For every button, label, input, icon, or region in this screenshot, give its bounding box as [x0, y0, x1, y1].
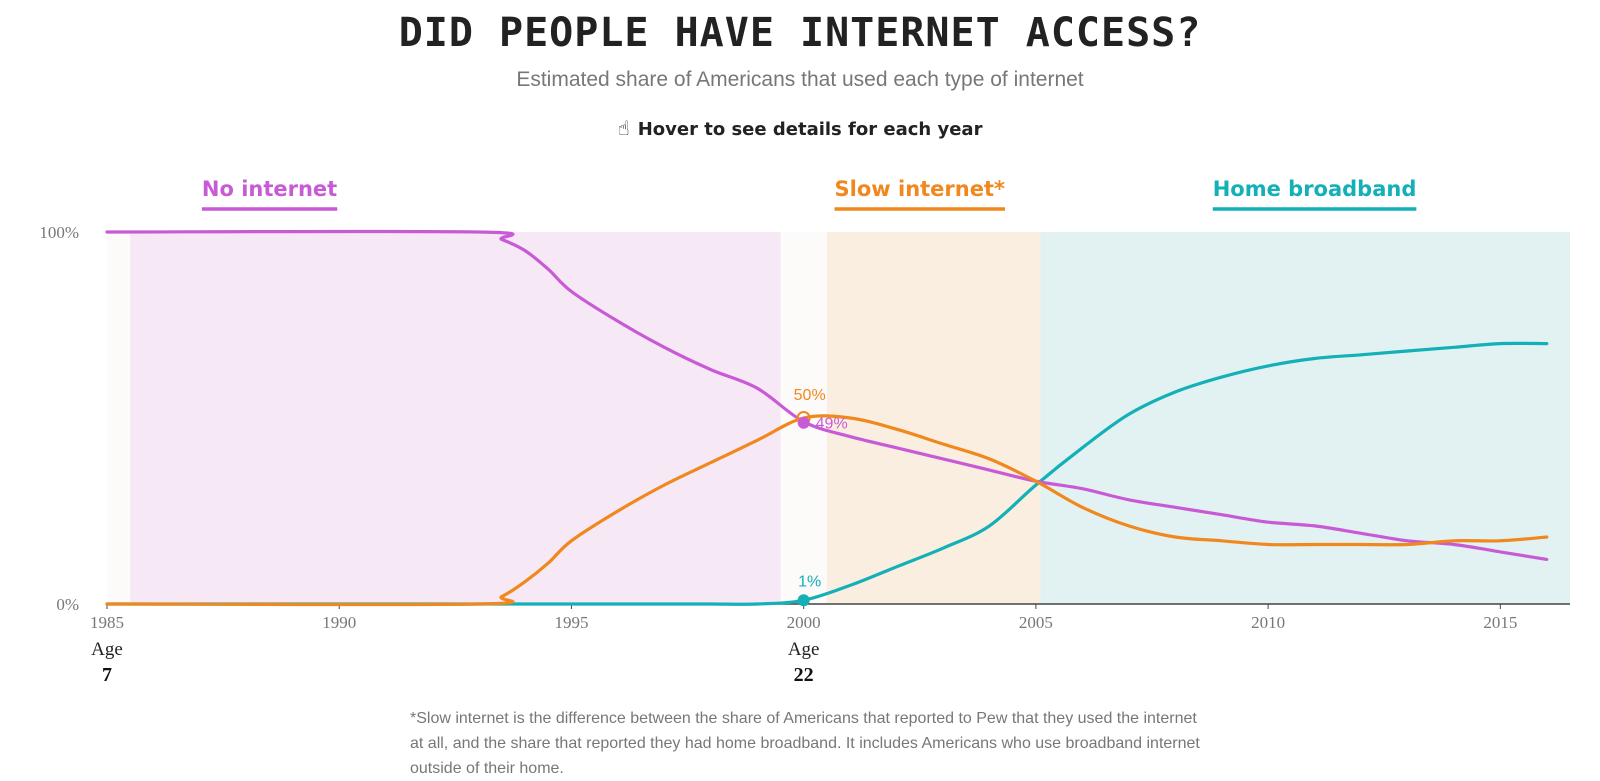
footnote: *Slow internet is the difference between…	[410, 710, 1200, 777]
x-tick-label-2000: 2000	[787, 613, 821, 632]
age-label-2000: Age	[788, 639, 820, 660]
age-value-2000: 22	[794, 664, 814, 686]
legend-label-slow-internet: Slow internet*	[835, 177, 1005, 201]
age-label-1985: Age	[91, 639, 123, 660]
chart-subtitle: Estimated share of Americans that used e…	[516, 68, 1084, 91]
y-tick-label-0: 0%	[56, 595, 79, 614]
x-tick-label-1995: 1995	[554, 613, 588, 632]
pointer-hand-icon: ☝	[617, 116, 630, 140]
highlight-label-no-internet: 49%	[816, 416, 848, 433]
highlight-label-home-broadband: 1%	[798, 573, 821, 590]
x-tick-label-1985: 1985	[90, 613, 124, 632]
x-tick-label-2015: 2015	[1483, 613, 1517, 632]
highlight-dot-no-internet	[797, 416, 810, 429]
hover-hint: ☝ Hover to see details for each year	[0, 116, 1600, 140]
x-tick-label-2010: 2010	[1251, 613, 1285, 632]
series-line-home-broadband[interactable]	[105, 341, 1549, 606]
x-tick-label-1990: 1990	[322, 613, 356, 632]
highlight-dot-home-broadband	[797, 594, 810, 607]
series-line-no-internet[interactable]	[105, 229, 1549, 561]
legend-label-home-broadband: Home broadband	[1213, 177, 1417, 201]
era-band-home-broadband	[1040, 232, 1570, 604]
era-band-no-internet	[130, 232, 781, 604]
highlight-label-slow-internet: 50%	[794, 387, 826, 404]
y-tick-label-100: 100%	[39, 223, 79, 242]
age-value-1985: 7	[102, 664, 112, 686]
hover-hint-text: Hover to see details for each year	[637, 119, 983, 140]
legend-label-no-internet: No internet	[202, 177, 337, 201]
series-line-slow-internet[interactable]	[105, 414, 1549, 607]
era-band-slow-internet	[826, 232, 1041, 604]
line-chart[interactable]: 0% 100% 1985 1990 1995 2000 2005 2010 2015 Age 7 Ag…	[0, 0, 1600, 700]
chart-title: DID PEOPLE HAVE INTERNET ACCESS?	[398, 10, 1202, 56]
x-tick-label-2005: 2005	[1019, 613, 1053, 632]
